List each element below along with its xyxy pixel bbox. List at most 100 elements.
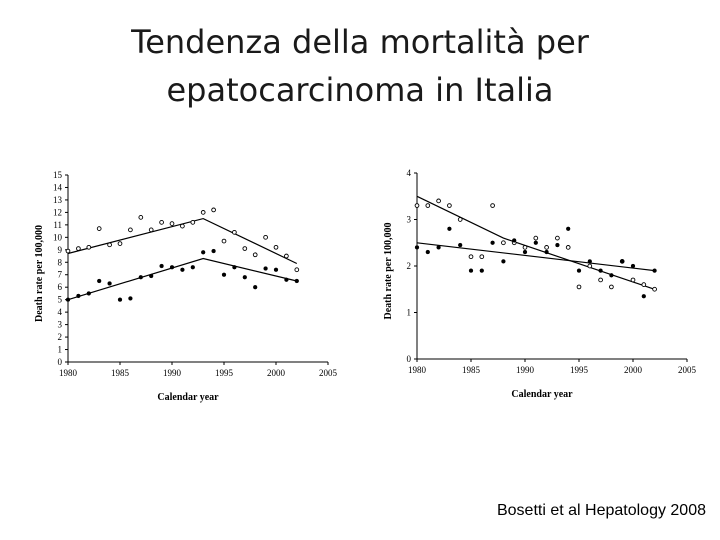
chart1-series2-filled-point xyxy=(180,267,185,272)
chart2-y-tick-label: 2 xyxy=(407,261,412,271)
chart1-y-tick-label: 9 xyxy=(58,245,63,255)
chart1-series1-open-point xyxy=(221,238,227,244)
chart2-series1-open-point xyxy=(630,277,636,283)
chart1-series1-open-point xyxy=(273,244,279,250)
chart2-series2-filled-point xyxy=(576,268,582,273)
chart1-series1-open-point xyxy=(96,226,102,231)
chart2-x-axis-label: Calendar year xyxy=(511,389,573,400)
chart1-x-tick-label: 1985 xyxy=(111,368,130,378)
chart2-x-tick-label: 1995 xyxy=(570,365,589,375)
chart2-series2-filled-point xyxy=(522,249,528,255)
chart2-x-tick-label: 1980 xyxy=(408,365,427,375)
chart2-series2-filled-point xyxy=(609,273,614,278)
slide-title-line-1: Tendenza della mortalità per xyxy=(131,23,589,61)
chart2-series1-open-point xyxy=(544,245,549,250)
chart2-y-axis-label: Death rate per 100,000 xyxy=(383,222,394,319)
chart1-series1-open-point xyxy=(190,220,196,225)
chart2-x-tick-label: 1990 xyxy=(516,365,535,375)
chart1-y-tick-label: 7 xyxy=(58,270,63,280)
chart1-y-tick-label: 0 xyxy=(58,357,63,367)
chart1-series2-filled-point xyxy=(190,265,195,270)
chart1-series2-filled-point xyxy=(117,297,123,302)
chart1-y-tick-label: 3 xyxy=(58,320,63,330)
chart1-y-tick-label: 15 xyxy=(53,170,63,180)
chart2-x-tick-label: 2005 xyxy=(678,365,697,375)
chart1-y-tick-label: 5 xyxy=(58,295,63,305)
chart2-series1-open-point xyxy=(641,282,647,287)
chart2-series2-filled-point xyxy=(544,249,549,255)
chart2-series2-filled-point xyxy=(436,245,441,250)
chart2-series2-filled-point xyxy=(447,226,452,231)
chart1-x-tick-label: 1980 xyxy=(59,368,78,378)
chart1-y-tick-label: 2 xyxy=(58,332,63,342)
chart2-series2-filled-point xyxy=(641,294,646,299)
chart1-series1-open-point xyxy=(169,221,175,226)
chart1-y-tick-label: 14 xyxy=(53,182,63,192)
chart1-series1-open-point xyxy=(138,215,144,220)
chart2-series2-filled-point xyxy=(479,268,484,273)
chart2-series1-open-point xyxy=(652,286,657,292)
chart1-series2-filled-point xyxy=(263,266,268,271)
chart2-series1-open-point xyxy=(436,198,441,204)
chart2-series2-filled-point xyxy=(620,259,625,264)
chart2-x-tick-label: 1985 xyxy=(462,365,481,375)
chart2-series2-filled-point xyxy=(425,249,430,255)
chart2-series1-open-point xyxy=(587,263,593,269)
chart2-series2-filled-point xyxy=(490,240,495,245)
chart2-series2-filled-point xyxy=(512,238,517,243)
chart2-series1-open-point xyxy=(479,254,485,260)
chart1-series2-filled-point xyxy=(86,291,91,296)
chart2-series1-open-point xyxy=(555,235,560,241)
chart2-series1-open-point xyxy=(609,284,614,290)
chart2-series2-filled-point xyxy=(458,242,463,248)
chart1-series2-filled-point xyxy=(76,293,81,299)
chart2-series1-open-point xyxy=(414,203,420,208)
chart2-series2-filled-point xyxy=(630,263,636,269)
chart1-series1-open-point xyxy=(86,244,92,250)
chart1-series1-open-point xyxy=(117,241,123,246)
chart1-series2-filled-point xyxy=(253,285,258,290)
chart1-series1-open-point xyxy=(65,248,71,254)
chart1-y-tick-label: 6 xyxy=(58,282,63,292)
chart2-series1-open-point xyxy=(501,240,506,246)
chart1-series2-filled-point xyxy=(242,275,247,280)
chart1-series1-open-point xyxy=(232,229,237,235)
chart2-series2-filled-point xyxy=(598,268,603,273)
chart1-series2-filled-point xyxy=(294,278,299,284)
chart2-series1-open-point xyxy=(565,245,571,250)
chart1-series2-filled-point xyxy=(159,263,164,269)
chart2-series1-open-point xyxy=(447,203,452,208)
chart1-y-axis-label: Death rate per 100,000 xyxy=(34,225,45,322)
chart1-y-tick-label: 1 xyxy=(58,345,63,355)
chart2-series1-open-point xyxy=(425,203,431,208)
chart1-series1-open-point xyxy=(128,227,133,233)
chart1-series1-open-point xyxy=(200,210,206,215)
chart1-series2-filled-point xyxy=(149,273,154,279)
chart1-series2-filled-point xyxy=(201,250,206,255)
chart2-series2-filled-point xyxy=(587,259,592,264)
chart2-series1-open-point xyxy=(490,203,495,208)
chart1-series1-open-point xyxy=(263,234,268,240)
chart2-series1-open-point xyxy=(533,235,539,241)
chart1-series1-open-point xyxy=(159,220,164,225)
chart1-series2-filled-point xyxy=(232,265,237,270)
slide-title-line-2: epatocarcinoma in Italia xyxy=(166,71,554,109)
chart1-series2-filled-point xyxy=(138,275,143,280)
chart1-x-tick-label: 1995 xyxy=(215,368,234,378)
chart1-series2-filled-point xyxy=(65,297,71,302)
chart2-series1-open-point xyxy=(598,277,603,283)
chart1-series1-open-point xyxy=(180,223,185,229)
chart1-series2-trend-line xyxy=(67,257,297,301)
chart1-series1-open-point xyxy=(107,242,112,248)
chart1-series1-open-point xyxy=(76,246,81,251)
chart1-series1-open-point xyxy=(211,207,216,213)
chart1-series2-filled-point xyxy=(211,248,216,254)
chart1-x-tick-label: 2000 xyxy=(267,368,286,378)
chart1-y-tick-label: 11 xyxy=(53,220,62,230)
chart2-x-tick-label: 2000 xyxy=(624,365,643,375)
chart2-y-tick-label: 3 xyxy=(407,215,412,225)
chart2-y-tick-label: 1 xyxy=(407,308,412,318)
chart1-series1-open-point xyxy=(242,246,248,251)
chart2-series2-filled-point xyxy=(555,242,560,248)
